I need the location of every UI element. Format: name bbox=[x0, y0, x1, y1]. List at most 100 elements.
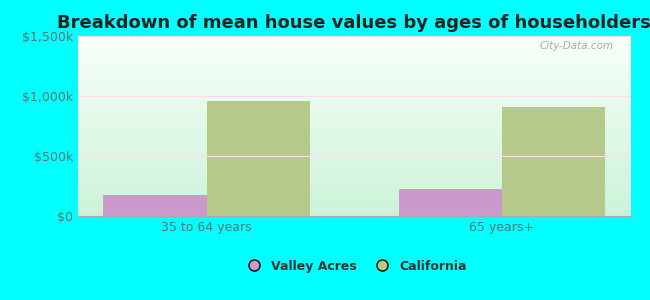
Bar bbox=[78, 207, 630, 208]
Bar bbox=[78, 67, 630, 68]
Bar bbox=[78, 133, 630, 134]
Bar bbox=[78, 112, 630, 113]
Bar bbox=[78, 166, 630, 167]
Bar bbox=[78, 83, 630, 84]
Bar bbox=[78, 64, 630, 65]
Bar bbox=[78, 40, 630, 41]
Bar bbox=[78, 81, 630, 82]
Bar bbox=[78, 187, 630, 188]
Bar bbox=[78, 210, 630, 211]
Bar bbox=[78, 182, 630, 183]
Bar bbox=[78, 109, 630, 110]
Title: Breakdown of mean house values by ages of householders: Breakdown of mean house values by ages o… bbox=[57, 14, 650, 32]
Bar bbox=[78, 126, 630, 127]
Bar bbox=[78, 141, 630, 142]
Bar bbox=[78, 53, 630, 54]
Bar bbox=[78, 143, 630, 144]
Bar bbox=[78, 120, 630, 121]
Bar bbox=[78, 196, 630, 197]
Bar bbox=[78, 172, 630, 173]
Bar bbox=[78, 94, 630, 95]
Bar bbox=[207, 100, 310, 216]
Bar bbox=[78, 61, 630, 62]
Bar bbox=[78, 173, 630, 174]
Bar bbox=[78, 117, 630, 118]
Bar bbox=[78, 116, 630, 117]
Bar bbox=[78, 108, 630, 109]
Bar bbox=[78, 180, 630, 181]
Bar bbox=[78, 127, 630, 128]
Bar bbox=[78, 48, 630, 49]
Bar bbox=[78, 178, 630, 179]
Bar bbox=[78, 111, 630, 112]
Bar bbox=[78, 55, 630, 56]
Bar bbox=[78, 179, 630, 180]
Bar bbox=[78, 176, 630, 177]
Bar bbox=[78, 101, 630, 102]
Bar bbox=[78, 150, 630, 151]
Bar bbox=[78, 144, 630, 145]
Bar bbox=[78, 204, 630, 205]
Bar bbox=[78, 164, 630, 165]
Bar bbox=[78, 97, 630, 98]
Bar bbox=[78, 50, 630, 51]
Bar bbox=[78, 87, 630, 88]
Bar bbox=[78, 152, 630, 153]
Bar bbox=[78, 60, 630, 61]
Bar bbox=[78, 209, 630, 210]
Bar bbox=[78, 75, 630, 76]
Text: City-Data.com: City-Data.com bbox=[540, 41, 614, 51]
Bar bbox=[78, 131, 630, 132]
Bar bbox=[78, 114, 630, 115]
Bar bbox=[78, 41, 630, 42]
Bar bbox=[78, 170, 630, 171]
Bar bbox=[78, 184, 630, 185]
Bar bbox=[78, 115, 630, 116]
Bar bbox=[78, 202, 630, 203]
Bar bbox=[78, 102, 630, 103]
Bar bbox=[78, 211, 630, 212]
Bar bbox=[78, 99, 630, 100]
Bar bbox=[78, 43, 630, 44]
Bar bbox=[78, 167, 630, 168]
Bar bbox=[78, 171, 630, 172]
Bar bbox=[78, 201, 630, 202]
Bar bbox=[78, 59, 630, 60]
Bar bbox=[78, 107, 630, 108]
Bar bbox=[78, 148, 630, 149]
Bar bbox=[78, 38, 630, 39]
Bar bbox=[78, 161, 630, 162]
Bar bbox=[78, 89, 630, 90]
Bar bbox=[78, 54, 630, 55]
Bar bbox=[78, 188, 630, 189]
Bar bbox=[78, 100, 630, 101]
Bar bbox=[78, 163, 630, 164]
Bar bbox=[78, 51, 630, 52]
Bar bbox=[78, 96, 630, 97]
Bar bbox=[78, 98, 630, 99]
Bar bbox=[78, 90, 630, 91]
Bar bbox=[78, 156, 630, 157]
Bar bbox=[78, 45, 630, 46]
Bar bbox=[78, 139, 630, 140]
Bar bbox=[78, 66, 630, 67]
Bar bbox=[78, 157, 630, 158]
Bar bbox=[78, 203, 630, 204]
Bar bbox=[78, 52, 630, 53]
Bar bbox=[103, 195, 207, 216]
Bar bbox=[78, 215, 630, 216]
Bar bbox=[78, 62, 630, 63]
Bar bbox=[78, 84, 630, 85]
Bar bbox=[78, 137, 630, 138]
Bar bbox=[78, 65, 630, 66]
Bar bbox=[78, 78, 630, 79]
Bar bbox=[78, 63, 630, 64]
Bar bbox=[78, 47, 630, 48]
Bar bbox=[78, 165, 630, 166]
Bar bbox=[78, 119, 630, 120]
Bar bbox=[78, 85, 630, 86]
Bar bbox=[78, 197, 630, 198]
Bar bbox=[78, 69, 630, 70]
Bar bbox=[78, 86, 630, 87]
Bar bbox=[78, 145, 630, 146]
